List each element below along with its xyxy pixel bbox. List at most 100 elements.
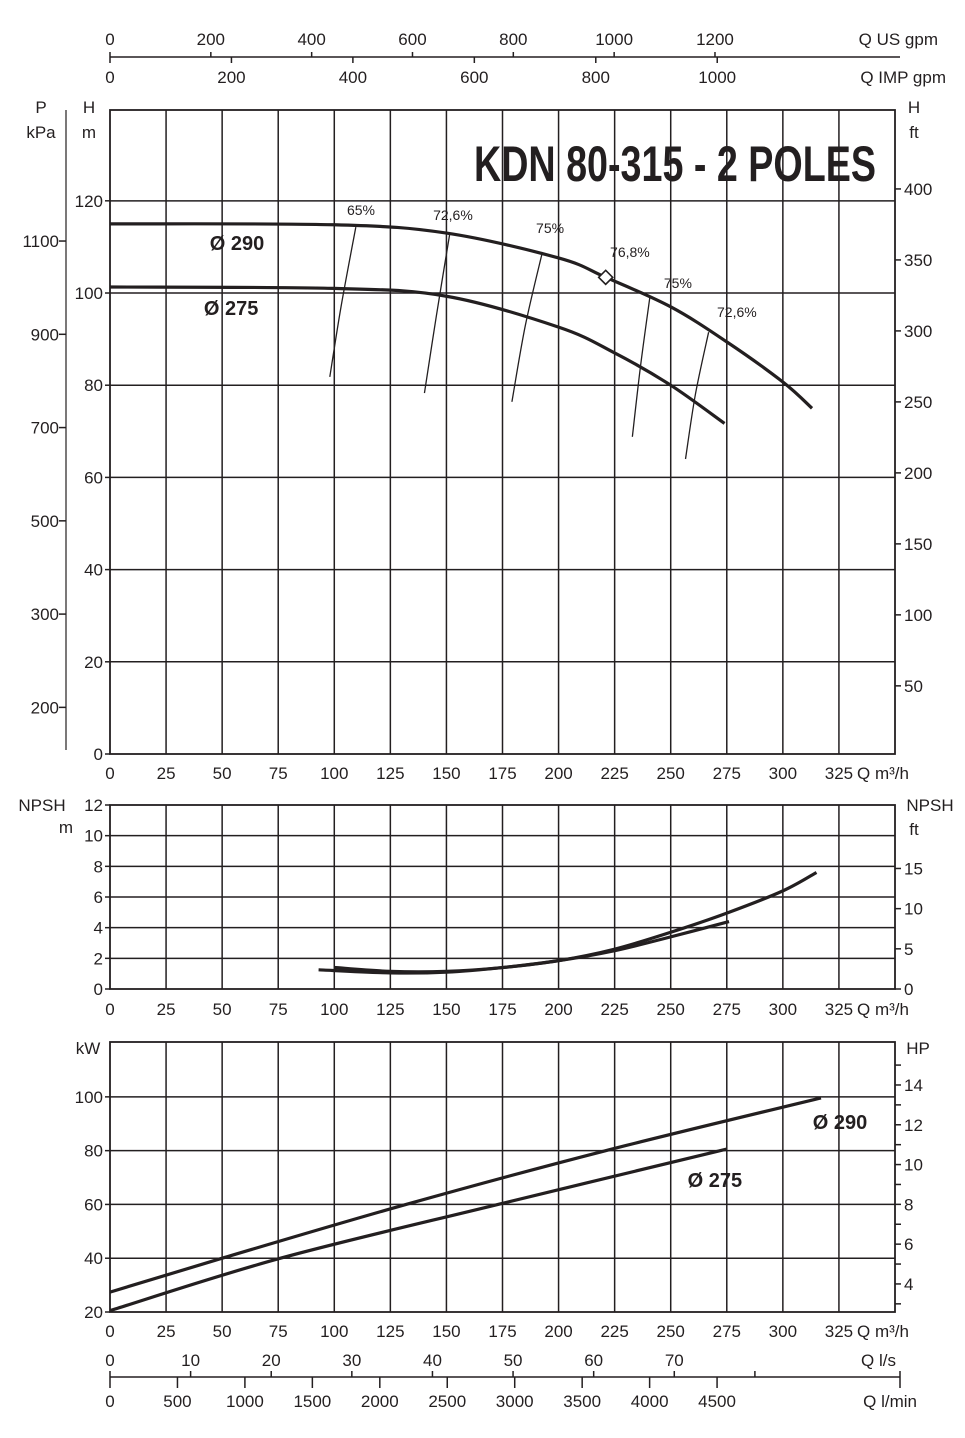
npsh-y-tick-label: 6 — [94, 888, 103, 907]
head-y-tick-label: 120 — [75, 192, 103, 211]
npsh-x-tick-label: 300 — [769, 1000, 797, 1019]
imp-gpm-tick-label: 0 — [105, 68, 114, 87]
power-x-tick-label: 325 — [825, 1322, 853, 1341]
head-right-tick-label: 50 — [904, 677, 923, 696]
head-curve-label: Ø 290 — [210, 233, 264, 255]
lmin-tick-label: 3500 — [563, 1392, 601, 1411]
head-x-tick-label: 200 — [544, 764, 572, 783]
lmin-tick-label: 2000 — [361, 1392, 399, 1411]
lmin-tick-label: 4000 — [631, 1392, 669, 1411]
head-y-tick-label: 0 — [94, 745, 103, 764]
us-gpm-tick-label: 400 — [297, 30, 325, 49]
pressure-unit-label: kPa — [26, 123, 56, 142]
head-x-tick-label: 300 — [769, 764, 797, 783]
npsh-x-tick-label: 125 — [376, 1000, 404, 1019]
power-y-tick-label: 40 — [84, 1249, 103, 1268]
head-y-tick-label: 20 — [84, 653, 103, 672]
lmin-tick-label: 0 — [105, 1392, 114, 1411]
power-kw-axis-label: kW — [76, 1039, 101, 1058]
us-gpm-tick-label: 200 — [197, 30, 225, 49]
head-x-tick-label: 50 — [213, 764, 232, 783]
power-right-tick-label: 8 — [904, 1195, 913, 1214]
head-x-tick-label: 150 — [432, 764, 460, 783]
us-gpm-axis-label: Q US gpm — [859, 30, 938, 49]
npsh-x-tick-label: 175 — [488, 1000, 516, 1019]
ls-tick-label: 0 — [105, 1351, 114, 1370]
power-x-tick-label: 200 — [544, 1322, 572, 1341]
npsh-right-tick-label: 15 — [904, 859, 923, 878]
npsh-x-tick-label: 100 — [320, 1000, 348, 1019]
power-plot-frame — [109, 1041, 896, 1313]
power-y-tick-label: 100 — [75, 1088, 103, 1107]
efficiency-label: 65% — [347, 202, 375, 218]
npsh-x-tick-label: 50 — [213, 1000, 232, 1019]
npsh-y-tick-label: 10 — [84, 827, 103, 846]
us-gpm-tick-label: 1200 — [696, 30, 734, 49]
ls-tick-label: 30 — [342, 1351, 361, 1370]
head-x-tick-label: 100 — [320, 764, 348, 783]
pressure-tick-label: 1100 — [22, 232, 59, 251]
head-y-tick-label: 60 — [84, 468, 103, 487]
head-x-tick-label: 25 — [157, 764, 176, 783]
ls-tick-label: 10 — [181, 1351, 200, 1370]
power-hp-axis-label: HP — [906, 1039, 930, 1058]
head-y-tick-label: 80 — [84, 376, 103, 395]
power-x-tick-label: 125 — [376, 1322, 404, 1341]
imp-gpm-tick-label: 400 — [339, 68, 367, 87]
head-curve-290 — [109, 222, 814, 410]
head-curve-275 — [109, 285, 726, 425]
imp-gpm-tick-label: 200 — [217, 68, 245, 87]
imp-gpm-tick-label: 600 — [460, 68, 488, 87]
power-x-tick-label: 25 — [157, 1322, 176, 1341]
efficiency-label: 75% — [664, 275, 692, 291]
head-right-tick-label: 250 — [904, 393, 932, 412]
power-x-tick-label: 250 — [657, 1322, 685, 1341]
head-y-tick-label: 100 — [75, 284, 103, 303]
pressure-tick-label: 700 — [31, 419, 59, 438]
head-x-tick-label: 125 — [376, 764, 404, 783]
us-gpm-tick-label: 0 — [105, 30, 114, 49]
lmin-tick-label: 500 — [163, 1392, 191, 1411]
npsh-x-tick-label: 325 — [825, 1000, 853, 1019]
npsh-x-tick-label: 25 — [157, 1000, 176, 1019]
npsh-x-tick-label: 200 — [544, 1000, 572, 1019]
ls-tick-label: 60 — [584, 1351, 603, 1370]
npsh-curve-275 — [318, 919, 730, 975]
ls-axis-label: Q l/s — [861, 1351, 896, 1370]
pressure-tick-label: 300 — [31, 605, 59, 624]
pressure-tick-label: 200 — [31, 698, 59, 717]
npsh-y-tick-label: 4 — [94, 919, 103, 938]
head-right-tick-label: 350 — [904, 251, 932, 270]
head-ft-axis-label: H — [908, 98, 920, 117]
npsh-x-tick-label: 250 — [657, 1000, 685, 1019]
efficiency-iso-line — [631, 297, 651, 437]
npsh-right-tick-label: 5 — [904, 940, 913, 959]
efficiency-label: 75% — [536, 220, 564, 236]
power-curve-label: Ø 275 — [688, 1170, 742, 1192]
head-x-tick-label: 175 — [488, 764, 516, 783]
imp-gpm-axis-label: Q IMP gpm — [860, 68, 946, 87]
power-y-tick-label: 80 — [84, 1142, 103, 1161]
npsh-right-tick-label: 0 — [904, 980, 913, 999]
chart-title: KDN 80-315 - 2 POLES — [474, 136, 876, 192]
power-x-tick-label: 75 — [269, 1322, 288, 1341]
head-y-axis-label: H — [83, 98, 95, 117]
head-x-tick-label: 75 — [269, 764, 288, 783]
npsh-y-tick-label: 12 — [84, 796, 103, 815]
head-x-tick-label: 225 — [600, 764, 628, 783]
lmin-tick-label: 3000 — [496, 1392, 534, 1411]
lmin-axis-label: Q l/min — [863, 1392, 917, 1411]
head-right-tick-label: 100 — [904, 606, 932, 625]
pressure-tick-label: 900 — [31, 325, 59, 344]
ls-tick-label: 50 — [504, 1351, 523, 1370]
lmin-tick-label: 1000 — [226, 1392, 264, 1411]
power-right-tick-label: 12 — [904, 1116, 923, 1135]
npsh-ft-axis-label: NPSH — [906, 796, 953, 815]
power-x-tick-label: 150 — [432, 1322, 460, 1341]
power-x-tick-label: 0 — [105, 1322, 114, 1341]
efficiency-label: 72,6% — [717, 304, 757, 320]
us-gpm-tick-label: 600 — [398, 30, 426, 49]
npsh-x-tick-label: 75 — [269, 1000, 288, 1019]
head-x-tick-label: 275 — [713, 764, 741, 783]
